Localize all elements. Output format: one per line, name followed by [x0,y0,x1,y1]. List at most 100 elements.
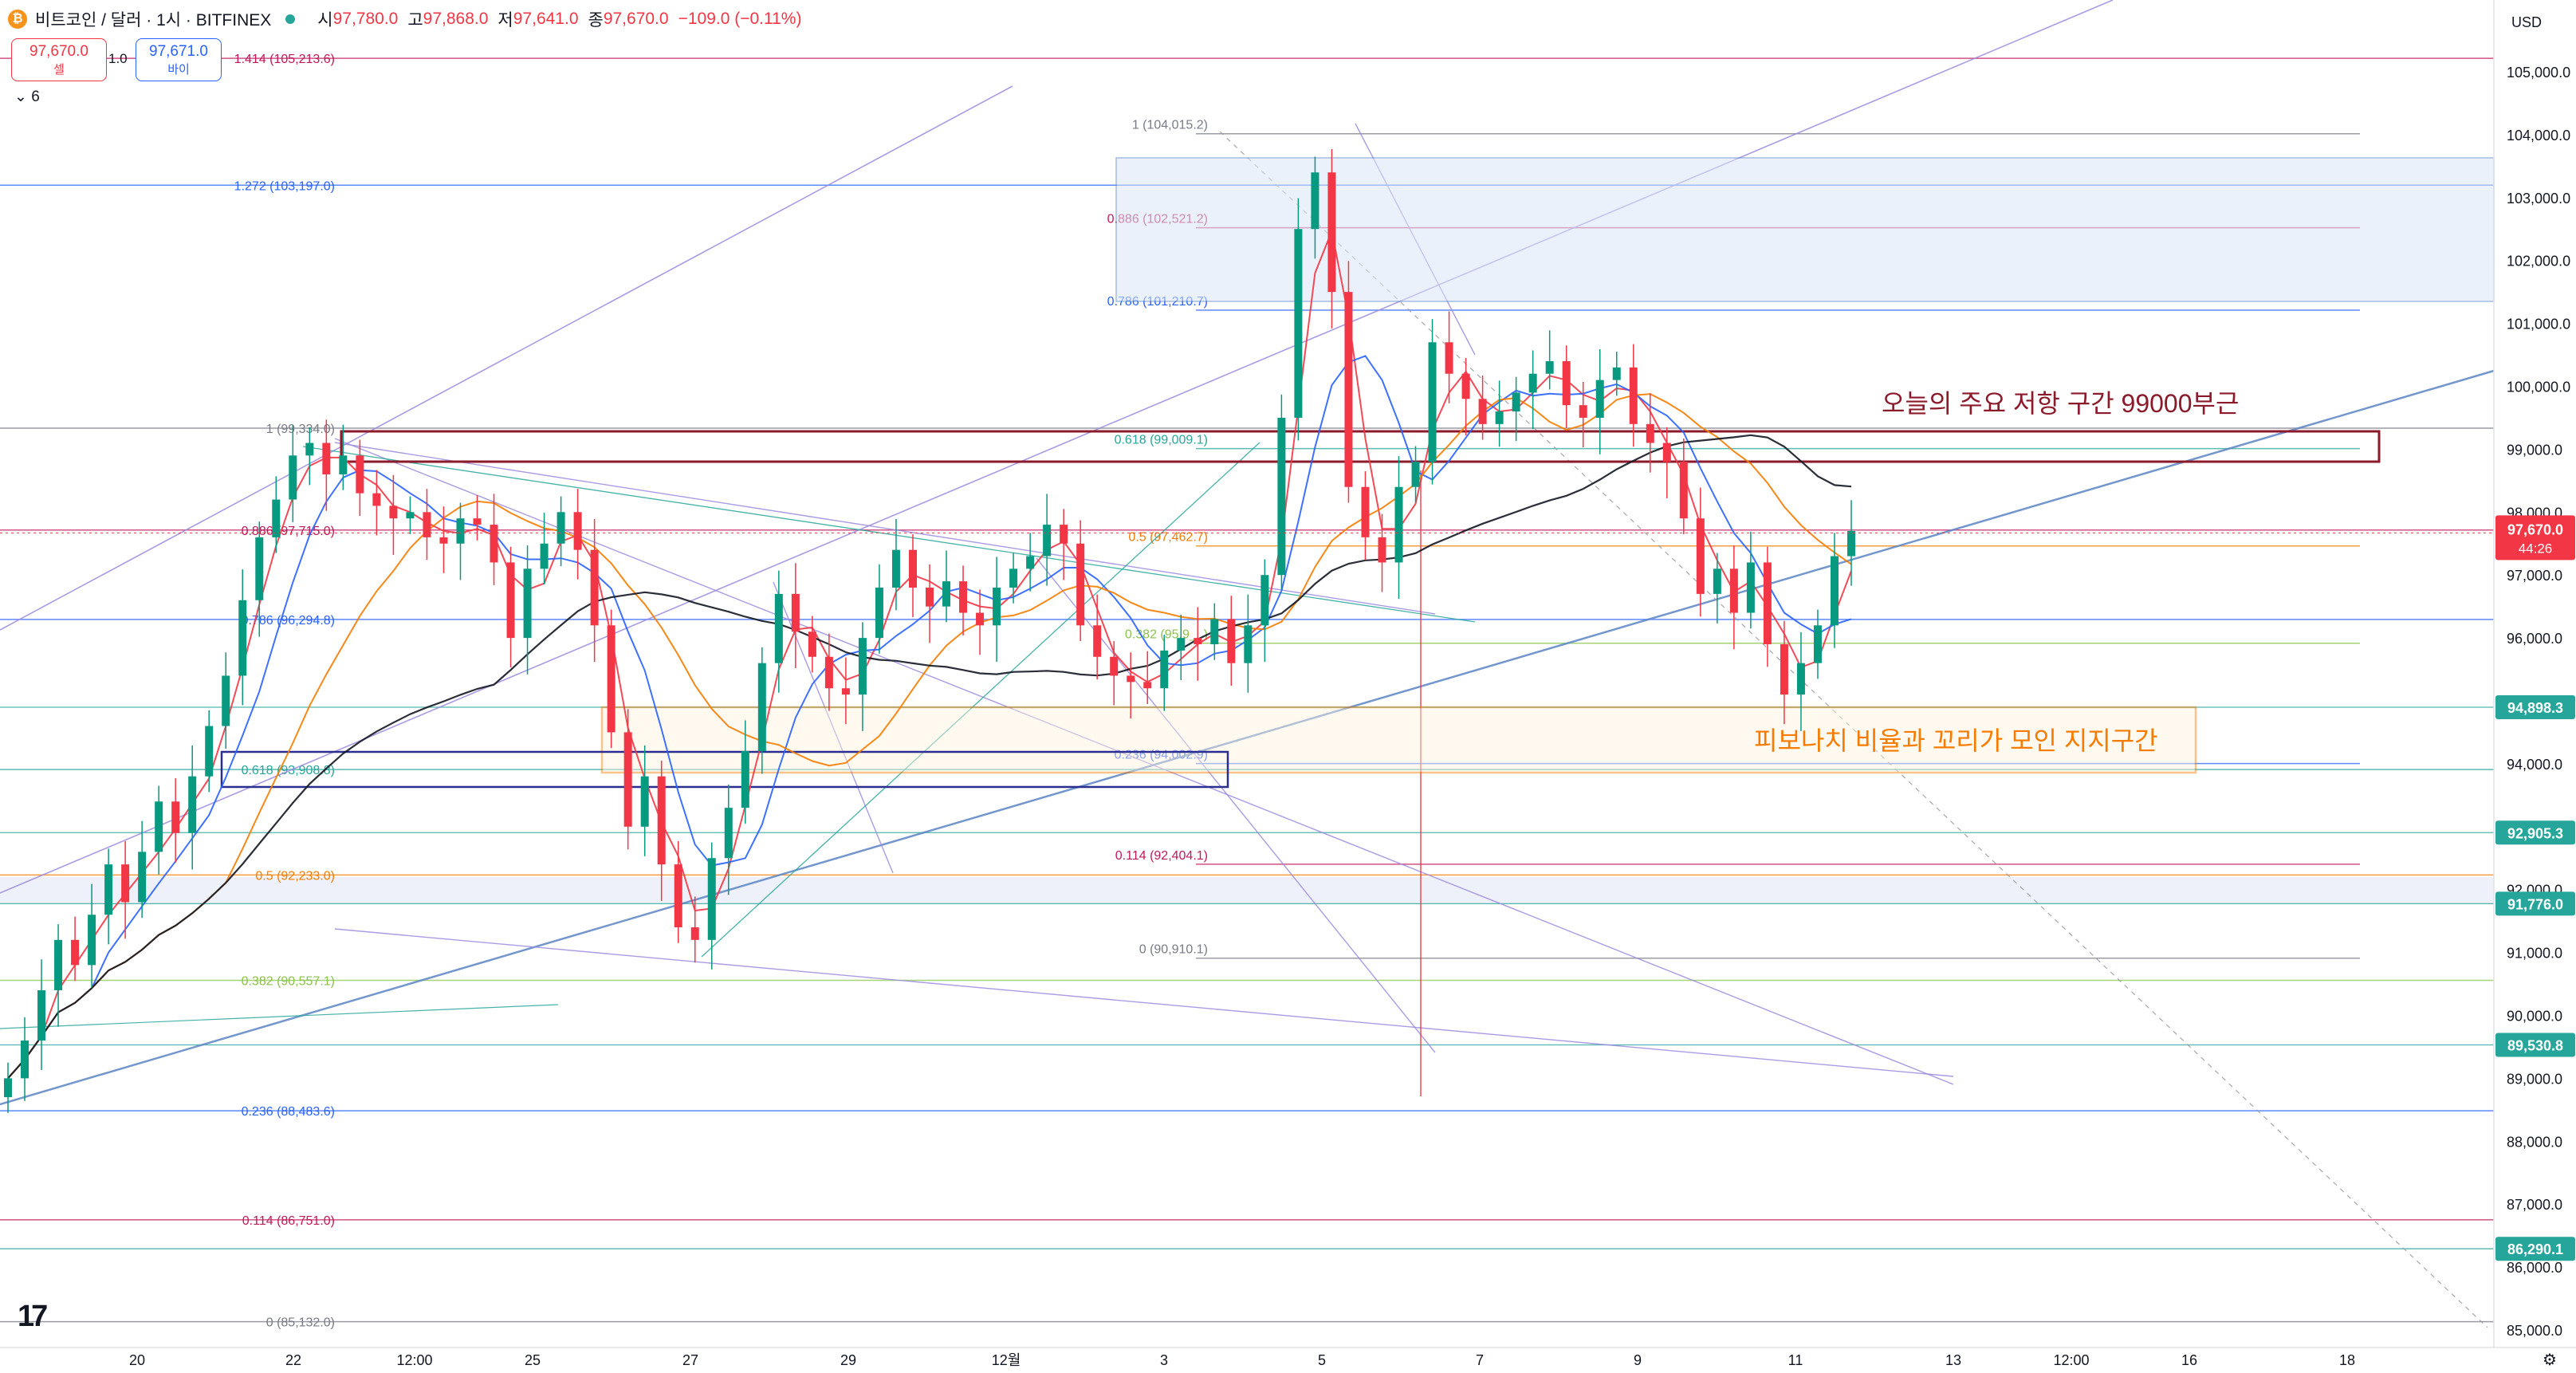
candle-body [1294,229,1303,418]
fib-left-label: 0.236 (88,483.6) [242,1105,335,1119]
moving-average-line [7,228,1852,1080]
price-tick-label: 96,000.0 [2507,631,2562,647]
change-value: −109.0 (−0.11%) [678,10,802,28]
time-tick-label: 7 [1476,1352,1484,1368]
candle-body [372,493,381,506]
bitcoin-icon: ₿ [8,10,27,29]
candle-body [824,656,833,689]
price-tag-label: 94,898.3 [2507,700,2563,716]
candle-body [473,518,482,525]
candle-body [322,443,331,474]
price-tag [2495,695,2575,720]
time-tick-label: 16 [2181,1352,2197,1368]
candle-body [1378,537,1386,563]
fib-left-label: 0.786 (96,294.8) [242,614,335,627]
symbol-title[interactable]: 비트코인 / 달러 · 1시 · BITFINEX [35,11,272,30]
candle-body [707,858,716,940]
candle-body [523,568,532,639]
price-tick-label: 97,000.0 [2507,568,2562,584]
candle-body [741,751,749,808]
trendline [0,0,2114,894]
candle-body [1729,568,1738,613]
candle-body [1327,172,1336,293]
candle-body [37,989,46,1041]
trendline [1036,557,1436,1053]
candle-body [1411,462,1420,487]
sell-button[interactable]: 97,670.0 셀 [11,38,107,81]
candle-body [1478,399,1487,424]
candle-body [1394,486,1403,563]
candle-body [674,864,682,928]
price-tag-label: 86,290.1 [2507,1241,2563,1257]
candle-body [1746,562,1755,613]
candle-body [1043,525,1052,557]
candle-body [926,587,934,607]
candle-body [439,537,448,544]
candle-body [1428,342,1437,462]
candle-body [540,543,549,569]
candle-body [1679,462,1688,519]
low-value: 97,641.0 [513,10,579,28]
candle-body [222,675,230,726]
indicators-toggle[interactable]: ⌄ 6 [14,89,40,105]
fib-left-label: 0.5 (92,233.0) [255,869,335,883]
candle-body [1361,486,1370,537]
buy-button[interactable]: 97,671.0 바이 [136,38,222,81]
candle-body [406,512,415,519]
candle-body [389,506,398,519]
candle-body [640,776,649,827]
fibonacci-retracement-layer: 1.414 (105,213.6) 1.272 (103,197.0) 1 (99,… [0,53,2494,1330]
candle-body [1143,682,1152,689]
candle-body [305,443,314,456]
candle-body [1260,575,1269,626]
tradingview-logo[interactable]: 17 [18,1300,48,1333]
candle-body [607,625,615,733]
time-tick-label: 11 [1788,1352,1803,1368]
candle-body [1629,367,1638,424]
fib-left-label: 0.382 (90,557.1) [242,975,335,989]
candle-body [506,562,515,639]
fib-right-label: 0 (90,910.1) [1139,943,1208,957]
price-tick-label: 91,000.0 [2507,946,2562,962]
time-tick-label: 9 [1634,1352,1642,1368]
support-zone [600,706,2197,774]
candle-body [1127,675,1135,683]
fib-left-label: 0.886 (97,715.0) [242,525,335,538]
candle-body [1796,663,1805,695]
price-tick-label: 104,000.0 [2507,128,2570,144]
fib-left-label: 0.114 (86,751.0) [242,1214,335,1228]
time-axis[interactable]: 20 22 12:00 25 27 29 12월 3 5 7 9 11 13 12:00 16 18 ⚙ [0,1347,2576,1369]
fib-left-label: 1.272 (103,197.0) [234,179,335,193]
candle-body [456,518,465,544]
shaded-band [0,876,2494,904]
candle-body [690,927,699,940]
moving-average-layer [7,228,1852,1080]
price-tag-label: 89,530.8 [2507,1038,2563,1054]
price-tag-label: 92,905.3 [2507,825,2563,841]
price-tag [2495,820,2575,845]
candle-body [556,512,565,544]
time-tick-label: 3 [1160,1352,1168,1368]
candle-body [1612,367,1621,380]
trendline [701,442,1260,958]
candle-body [1194,638,1202,644]
price-tag [2495,891,2575,916]
candle-body [1009,568,1018,588]
candle-body [1461,373,1470,399]
time-tick-label: 12:00 [396,1352,432,1368]
candlestick-series [4,149,1855,1113]
price-tag-label: 91,776.0 [2507,896,2563,912]
buy-price: 97,671.0 [149,42,208,60]
price-tick-label: 90,000.0 [2507,1009,2562,1025]
candle-body [774,593,783,663]
candle-body [573,512,582,550]
candle-body [71,939,80,966]
open-label: 시 [317,11,333,30]
time-tick-label: 27 [682,1352,698,1368]
candle-body [1060,525,1068,544]
candle-body [1093,625,1102,657]
candle-body [1813,625,1822,663]
moving-average-line [7,434,1852,1080]
